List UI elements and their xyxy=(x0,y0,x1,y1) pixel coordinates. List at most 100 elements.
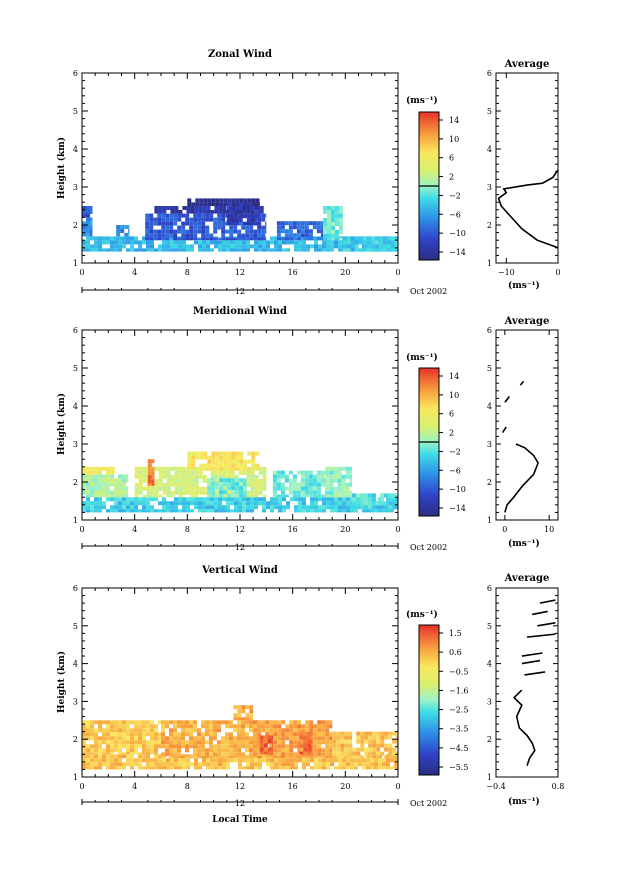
heatmap-cell xyxy=(161,213,166,218)
heatmap-cell xyxy=(366,236,371,241)
heatmap-cell xyxy=(238,240,242,245)
heatmap-cell xyxy=(249,756,253,759)
average-unit: (ms⁻¹) xyxy=(508,538,540,549)
heatmap-cell xyxy=(225,720,229,725)
heatmap-cell xyxy=(329,748,333,753)
heatmap-cell xyxy=(82,724,86,729)
heatmap-cell xyxy=(237,233,242,238)
heatmap-cell xyxy=(218,762,222,767)
heatmap-cell xyxy=(321,748,326,753)
heatmap-cell xyxy=(257,225,262,230)
heatmap-cell xyxy=(82,248,86,252)
heatmap-cell xyxy=(308,494,313,498)
average-title: Average xyxy=(504,316,550,327)
heatmap-cell xyxy=(337,486,342,491)
heatmap-cell xyxy=(178,470,183,475)
heatmap-cell xyxy=(145,233,150,238)
heatmap-cell xyxy=(390,766,394,770)
heatmap-cell xyxy=(198,486,203,491)
heatmap-cell xyxy=(288,221,293,226)
heatmap-cell xyxy=(165,740,169,745)
heatmap-cell xyxy=(201,724,205,729)
heatmap-cell xyxy=(174,501,178,506)
heatmap-cell xyxy=(234,505,238,510)
heatmap-cell xyxy=(147,467,152,472)
heatmap-cell xyxy=(349,478,352,483)
heatmap-cell xyxy=(229,732,233,737)
x-tick-label: 0 xyxy=(395,782,400,791)
heatmap-cell xyxy=(207,202,212,206)
heatmap-cell xyxy=(261,720,266,725)
colorbar-tick-label: 14 xyxy=(449,372,459,381)
heatmap-cell xyxy=(130,497,134,502)
heatmap-cell xyxy=(173,740,177,745)
heatmap-cell xyxy=(284,486,289,491)
heatmap-cell xyxy=(253,744,257,749)
heatmap-cell xyxy=(246,762,250,767)
heatmap-cell xyxy=(254,501,258,506)
heatmap-cell xyxy=(207,198,212,203)
heatmap-cell xyxy=(278,501,282,506)
heatmap-cell xyxy=(366,248,371,252)
heatmap-cell xyxy=(189,756,193,759)
x-tick-label: 0 xyxy=(395,268,400,277)
heatmap-cell xyxy=(342,236,347,241)
heatmap-cell xyxy=(90,724,94,729)
heatmap-cell xyxy=(235,463,240,468)
heatmap-cell xyxy=(145,221,150,226)
heatmap-cell xyxy=(230,470,235,475)
heatmap-cell xyxy=(182,244,186,249)
heatmap-cell xyxy=(90,752,94,755)
heatmap-cell xyxy=(146,497,150,502)
heatmap-cell xyxy=(110,766,114,770)
heatmap-cell xyxy=(296,486,301,491)
heatmap-cell xyxy=(118,236,122,241)
heatmap-cell xyxy=(292,482,297,487)
heatmap-cell xyxy=(82,728,86,733)
heatmap-cell xyxy=(154,754,158,759)
heatmap-cell xyxy=(82,474,86,479)
heatmap-cell xyxy=(245,724,249,729)
heatmap-cell xyxy=(335,210,339,214)
heatmap-cell xyxy=(114,744,118,749)
heatmap-cell xyxy=(272,474,277,479)
heatmap-cell xyxy=(294,766,298,770)
heatmap-cell xyxy=(370,762,374,767)
heatmap-cell xyxy=(348,751,353,756)
heatmap-cell xyxy=(294,758,298,763)
heatmap-cell xyxy=(255,451,260,456)
heatmap-cell xyxy=(138,740,142,745)
heatmap-cell xyxy=(337,482,342,487)
heatmap-cell xyxy=(221,213,226,218)
heatmap-cell xyxy=(267,739,272,744)
heatmap-cell xyxy=(281,740,286,745)
heatmap-cell xyxy=(198,206,203,210)
heatmap-cell xyxy=(182,206,187,210)
heatmap-cell xyxy=(386,248,391,252)
heatmap-cell xyxy=(317,736,322,741)
y-tick-label: 5 xyxy=(73,107,78,116)
heatmap-cell xyxy=(371,493,376,498)
heatmap-cell xyxy=(98,240,102,245)
heatmap-cell xyxy=(334,240,338,245)
heatmap-cell xyxy=(326,240,330,245)
heatmap-cell xyxy=(202,248,206,252)
heatmap-cell xyxy=(317,752,322,757)
heatmap-cell xyxy=(198,509,202,513)
heatmap-cell xyxy=(222,505,226,510)
heatmap-cell xyxy=(323,218,327,222)
heatmap-cell xyxy=(246,240,250,245)
heatmap-cell xyxy=(114,240,118,245)
heatmap-cell xyxy=(298,240,302,245)
heatmap-cell xyxy=(178,501,182,506)
heatmap-cell xyxy=(237,705,242,710)
heatmap-cell xyxy=(118,509,122,513)
heatmap-cell xyxy=(231,494,236,498)
heatmap-cell xyxy=(250,762,254,767)
heatmap-cell xyxy=(269,728,274,733)
average-profile-segment xyxy=(532,610,548,616)
heatmap-cell xyxy=(219,202,224,206)
heatmap-cell xyxy=(301,740,306,745)
heatmap-cell xyxy=(316,490,321,495)
heatmap-cell xyxy=(285,756,290,759)
